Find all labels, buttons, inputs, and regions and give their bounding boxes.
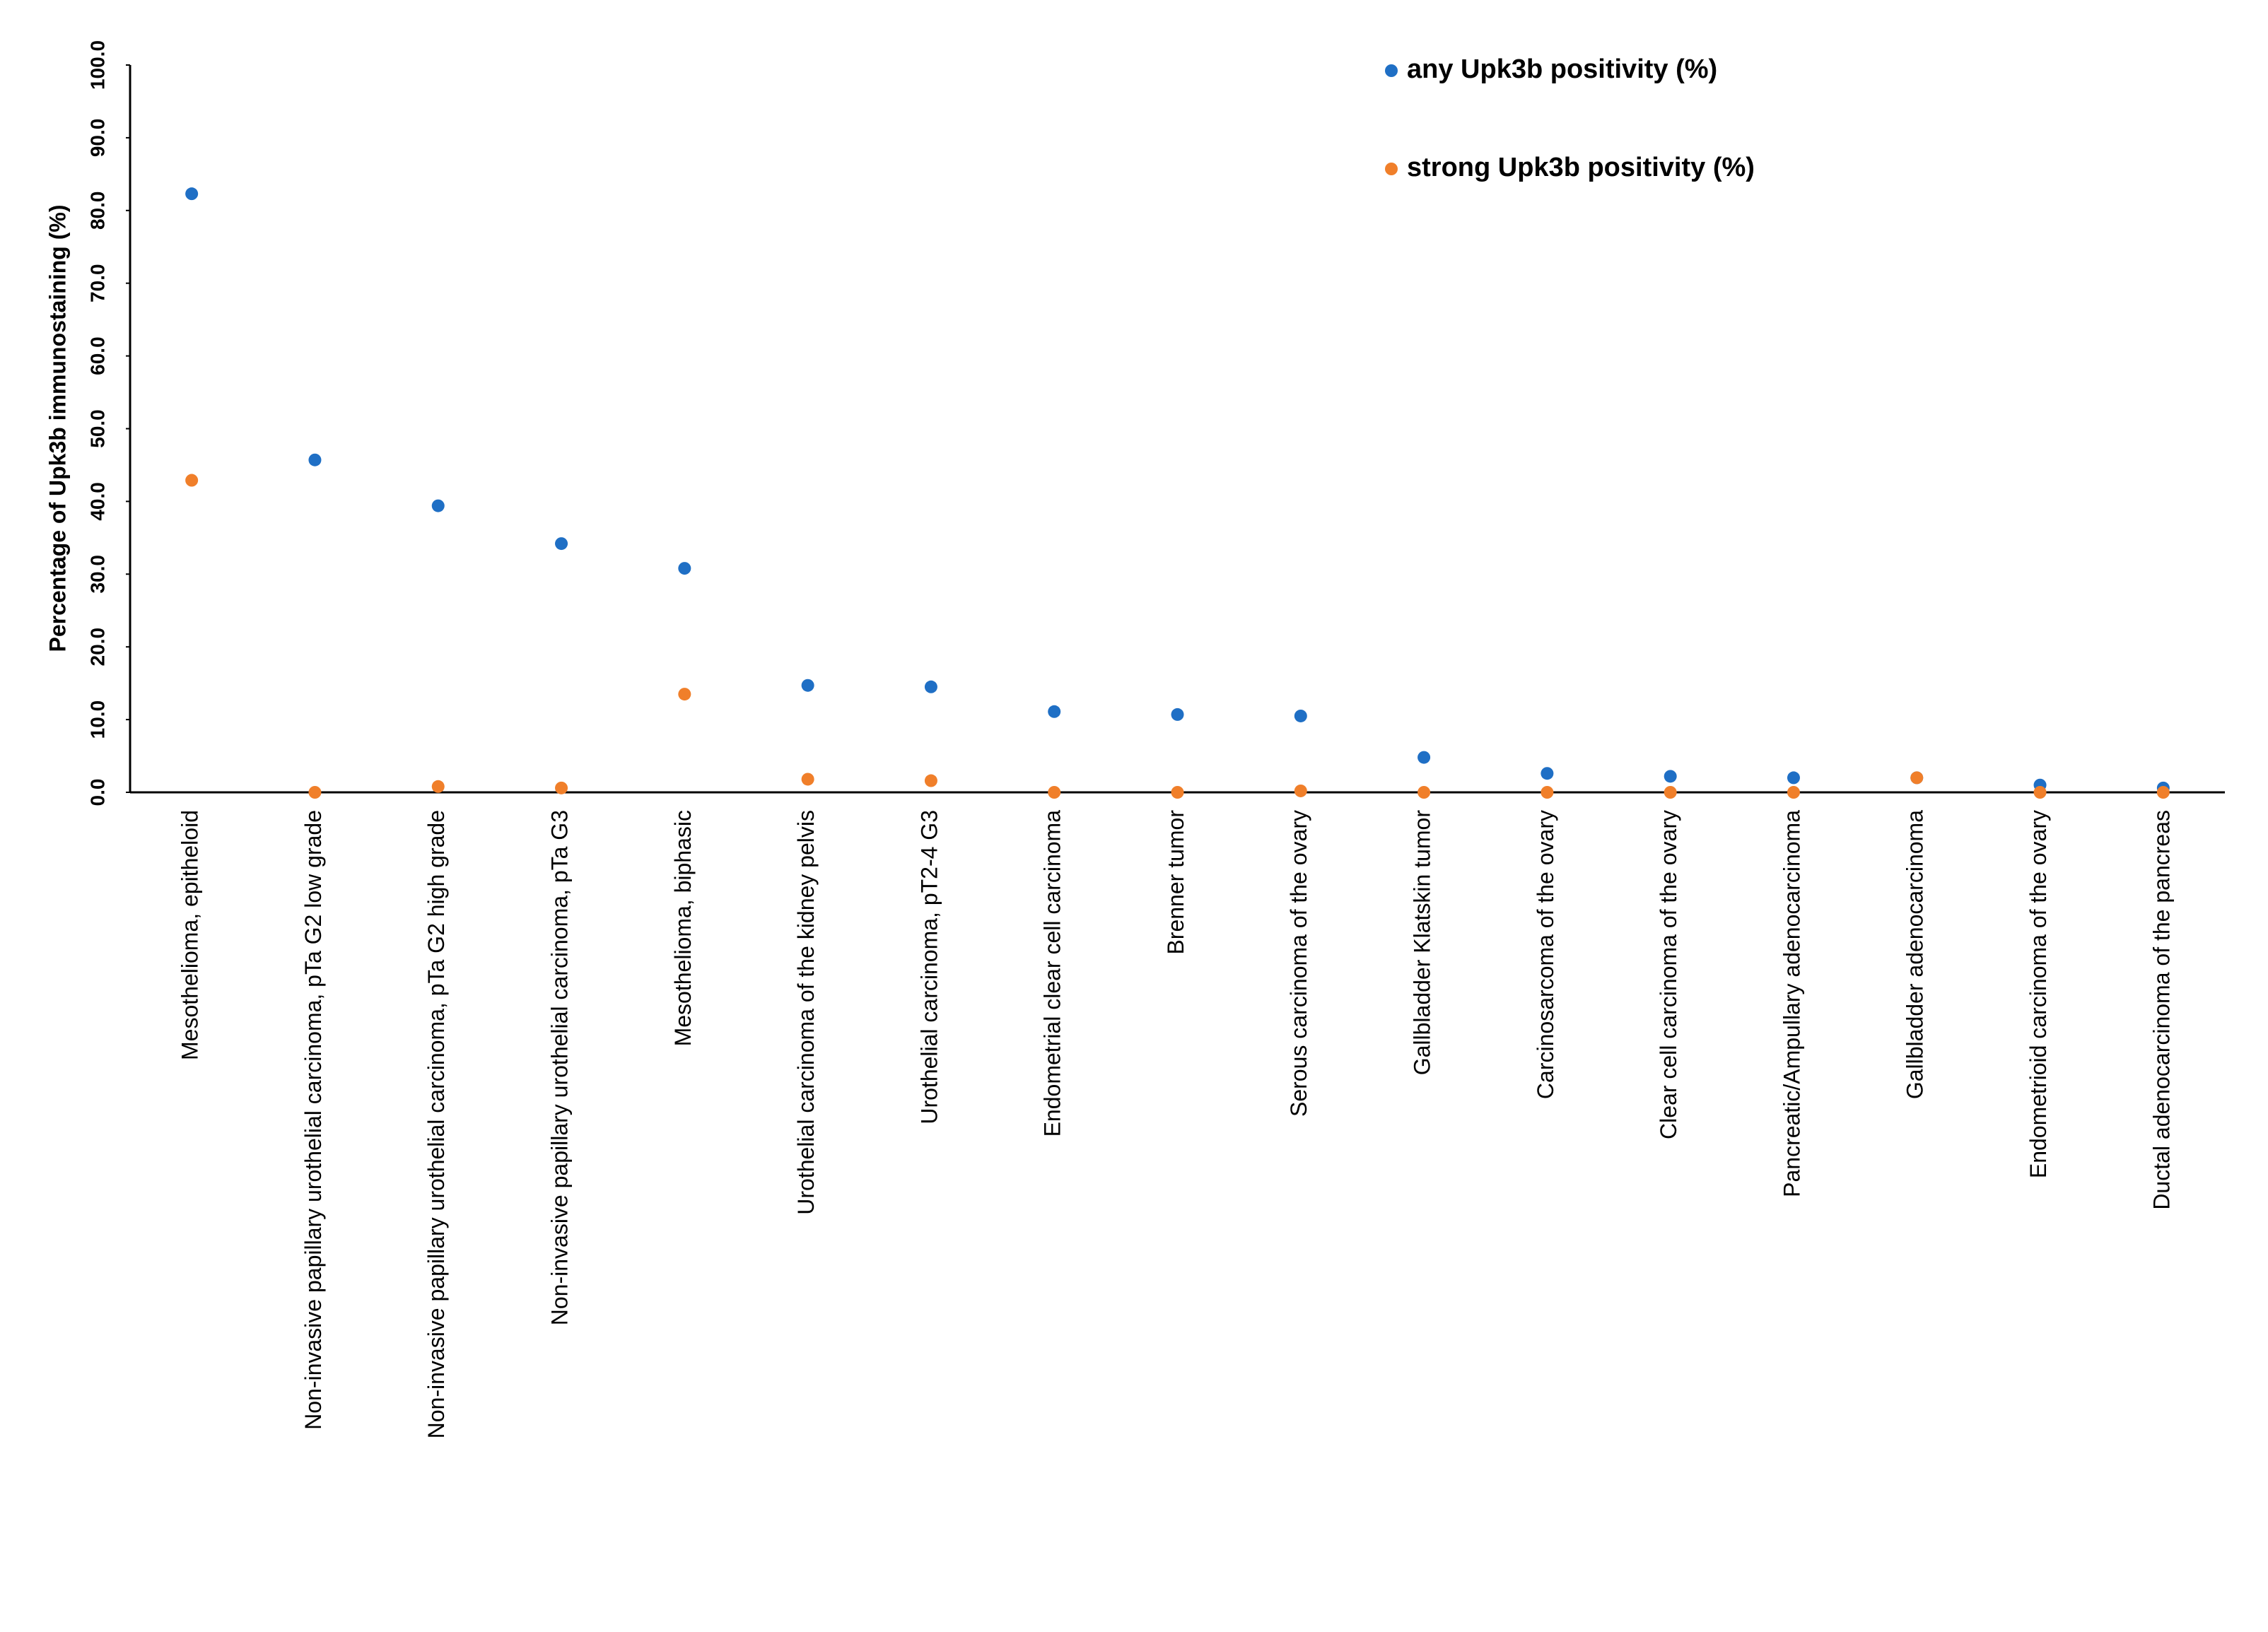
point: [555, 781, 568, 794]
x-tick-label: Pancreatic/Ampullary adenocarcinoma: [1779, 810, 1804, 1197]
x-tick-label: Gallbladder Klatskin tumor: [1410, 810, 1435, 1076]
point: [1171, 786, 1184, 799]
x-tick-label: Serous carcinoma of the ovary: [1286, 810, 1311, 1117]
point: [1541, 786, 1554, 799]
point: [1664, 786, 1677, 799]
point: [924, 680, 937, 693]
point: [801, 679, 814, 692]
point: [1787, 786, 1800, 799]
legend-label: any Upk3b positivity (%): [1407, 54, 1717, 84]
x-tick-label: Mesothelioma, epitheloid: [177, 810, 203, 1060]
point: [1787, 771, 1800, 785]
y-tick-label: 100.0: [86, 40, 108, 90]
point: [678, 562, 691, 575]
x-tick-label: Mesothelioma, biphasic: [670, 810, 696, 1046]
y-tick-label: 60.0: [86, 336, 108, 375]
point: [308, 453, 322, 466]
y-axis-title: Percentage of Upk3b immunostaining (%): [45, 205, 70, 652]
x-tick-label: Non-invasive papillary urothelial carcin…: [423, 810, 449, 1438]
y-tick-label: 40.0: [86, 482, 108, 521]
legend-marker: [1385, 64, 1398, 77]
x-tick-label: Urothelial carcinoma, pT2-4 G3: [916, 810, 942, 1125]
point: [185, 187, 199, 201]
point: [1048, 705, 1061, 718]
point: [555, 537, 568, 551]
x-tick-label: Clear cell carcinoma of the ovary: [1656, 810, 1681, 1139]
y-tick-label: 0.0: [86, 779, 108, 806]
point: [431, 780, 445, 793]
point: [1910, 771, 1924, 785]
x-tick-label: Non-invasive papillary urothelial carcin…: [546, 810, 572, 1325]
point: [1294, 784, 1307, 797]
x-tick-label: Carcinosarcoma of the ovary: [1533, 810, 1558, 1099]
x-tick-label: Urothelial carcinoma of the kidney pelvi…: [793, 810, 819, 1215]
y-tick-label: 70.0: [86, 264, 108, 303]
y-tick-label: 50.0: [86, 409, 108, 448]
point: [431, 499, 445, 512]
point: [1418, 751, 1431, 764]
x-tick-label: Brenner tumor: [1163, 810, 1188, 955]
point: [2156, 786, 2170, 799]
y-tick-label: 20.0: [86, 628, 108, 667]
x-tick-label: Endometrial clear cell carcinoma: [1040, 810, 1065, 1137]
point: [924, 774, 937, 787]
point: [185, 474, 199, 487]
point: [678, 688, 691, 701]
point: [1171, 708, 1184, 721]
x-tick-label: Gallbladder adenocarcinoma: [1902, 810, 1928, 1099]
x-tick-label: Ductal adenocarcinoma of the pancreas: [2149, 810, 2174, 1210]
point: [2033, 786, 2047, 799]
point: [1664, 770, 1677, 783]
point: [1541, 767, 1554, 780]
point: [1418, 786, 1431, 799]
x-tick-label: Non-invasive papillary urothelial carcin…: [300, 810, 326, 1430]
y-tick-label: 80.0: [86, 192, 108, 230]
point: [1048, 786, 1061, 799]
x-tick-label: Endometrioid carcinoma of the ovary: [2026, 810, 2051, 1178]
legend-marker: [1385, 163, 1398, 175]
point: [308, 786, 322, 799]
legend-label: strong Upk3b positivity (%): [1407, 153, 1755, 182]
y-tick-label: 90.0: [86, 119, 108, 158]
point: [1294, 709, 1307, 722]
point: [801, 773, 814, 786]
y-tick-label: 30.0: [86, 555, 108, 594]
y-tick-label: 10.0: [86, 700, 108, 739]
